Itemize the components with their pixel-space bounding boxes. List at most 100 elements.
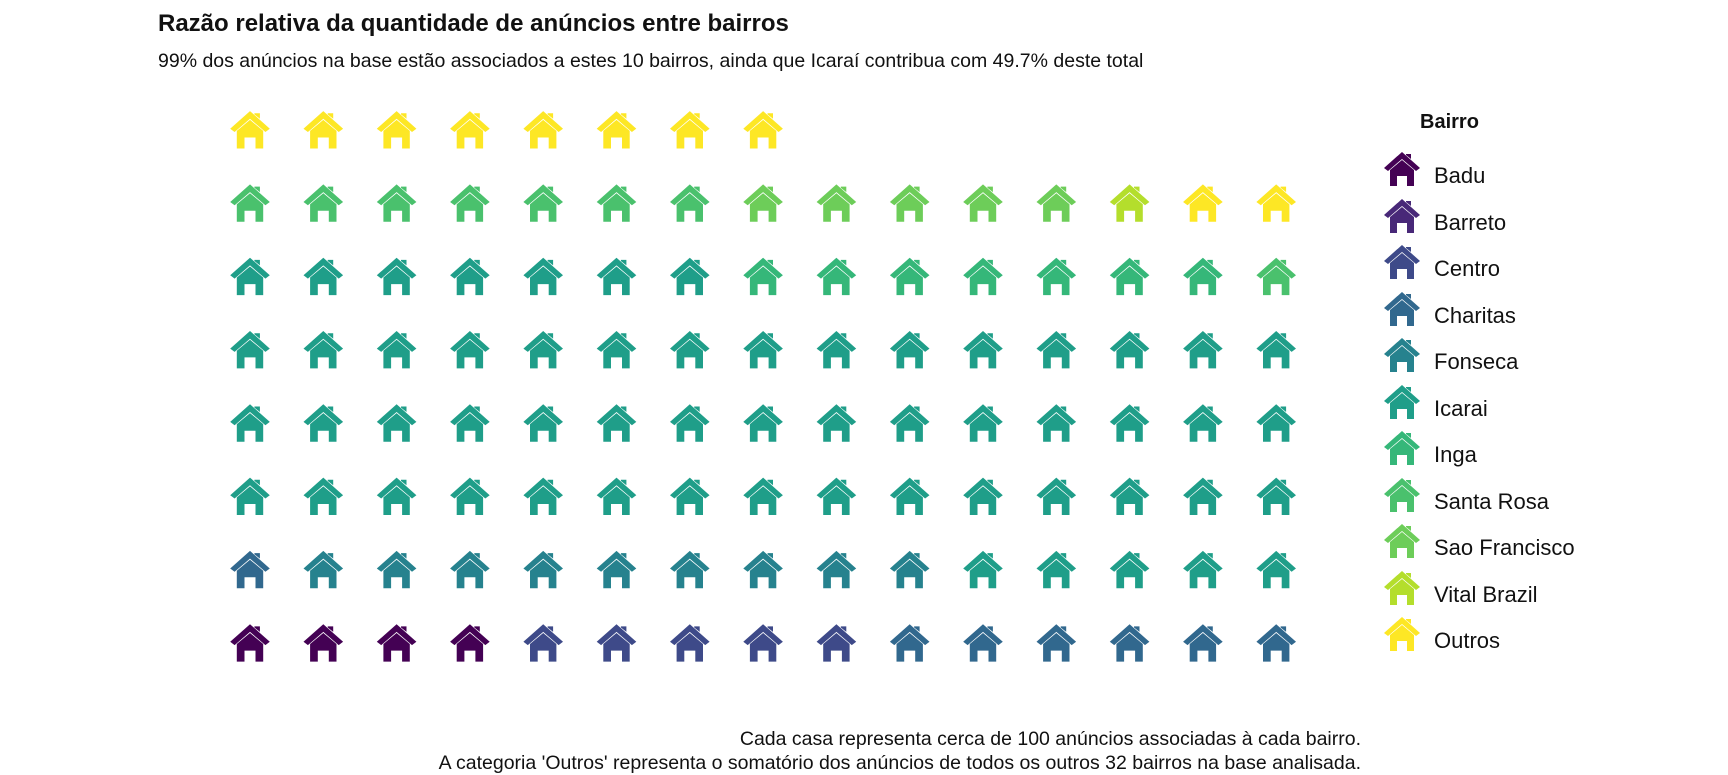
house-icarai-5 (1256, 550, 1296, 589)
house-icarai-27 (670, 404, 710, 442)
legend-item-fonseca: Fonseca (1382, 336, 1682, 376)
house-outros-2 (1256, 184, 1296, 222)
legend-label: Icarai (1434, 395, 1488, 421)
legend-label: Vital Brazil (1434, 581, 1538, 607)
house-fonseca-1 (303, 550, 344, 589)
house-fonseca-4 (523, 550, 563, 589)
house-icarai-44 (816, 331, 857, 369)
house-icon (1384, 384, 1420, 419)
house-icarai-38 (376, 331, 417, 369)
house-icarai-53 (376, 257, 417, 296)
house-sao-francisco-2 (816, 184, 857, 222)
legend-label: Outros (1434, 628, 1501, 653)
house-icarai-9 (450, 477, 490, 515)
house-icarai-54 (450, 257, 490, 296)
house-icarai-47 (1036, 331, 1077, 369)
house-santa-rosa-7 (596, 184, 637, 222)
house-fonseca-2 (376, 550, 417, 589)
house-icarai-2 (1036, 550, 1077, 589)
legend-item-santa-rosa: Santa Rosa (1382, 476, 1682, 516)
house-charitas-6 (1256, 624, 1296, 662)
house-icon (1384, 291, 1420, 326)
caption-line-2: A categoria 'Outros' representa o somató… (438, 752, 1361, 774)
house-icarai-8 (376, 477, 417, 515)
house-badu-2 (303, 624, 344, 662)
house-icarai-39 (450, 331, 490, 369)
house-charitas-2 (963, 624, 1003, 662)
house-icarai-55 (523, 257, 563, 296)
legend-label: Sao Francisco (1434, 535, 1575, 560)
chart-subtitle: 99% dos anúncios na base estão associado… (158, 50, 1144, 72)
house-icarai-4 (1183, 550, 1223, 589)
house-santa-rosa-1 (1256, 257, 1296, 296)
house-icarai-35 (1256, 404, 1296, 442)
legend-label: Fonseca (1434, 349, 1519, 374)
house-fonseca-5 (596, 550, 637, 589)
house-outros-9 (670, 111, 710, 149)
legend-item-inga: Inga (1382, 429, 1682, 469)
house-icarai-33 (1109, 404, 1150, 442)
house-charitas-5 (1183, 624, 1223, 662)
house-icarai-43 (743, 331, 783, 369)
house-centro-2 (596, 624, 637, 662)
house-icarai-32 (1036, 404, 1077, 442)
house-icarai-11 (596, 477, 637, 515)
house-icarai-28 (743, 404, 783, 442)
house-icarai-26 (596, 404, 637, 442)
house-icarai-15 (889, 477, 930, 515)
house-icarai-23 (376, 404, 417, 442)
house-icarai-45 (889, 331, 930, 369)
house-icarai-20 (1256, 477, 1296, 515)
chart-title: Razão relativa da quantidade de anúncios… (158, 10, 789, 37)
house-icarai-1 (963, 550, 1003, 589)
house-icon (1384, 152, 1420, 186)
house-icarai-48 (1109, 331, 1150, 369)
house-santa-rosa-3 (303, 184, 344, 222)
legend-item-barreto: Barreto (1382, 197, 1682, 237)
house-icarai-17 (1036, 477, 1077, 515)
house-sao-francisco-1 (743, 184, 783, 222)
house-icarai-42 (670, 331, 710, 369)
house-santa-rosa-6 (523, 184, 563, 222)
house-icarai-7 (303, 477, 344, 515)
house-icarai-18 (1109, 477, 1150, 515)
legend-label: Santa Rosa (1434, 488, 1549, 514)
house-icarai-41 (596, 331, 637, 369)
house-icarai-21 (230, 404, 270, 442)
legend-label: Inga (1434, 442, 1477, 467)
legend-label: Charitas (1434, 302, 1516, 328)
legend-item-badu: Badu (1382, 150, 1682, 190)
house-santa-rosa-8 (670, 184, 710, 222)
house-outros-4 (303, 111, 344, 149)
waffle-chart (230, 111, 1296, 662)
house-sao-francisco-3 (889, 184, 930, 222)
house-charitas-1 (889, 624, 930, 662)
house-charitas-7 (230, 550, 270, 589)
house-fonseca-3 (450, 550, 490, 589)
house-icarai-46 (963, 331, 1003, 369)
house-outros-1 (1183, 184, 1223, 222)
legend-label: Barreto (1434, 209, 1507, 235)
house-icon (1384, 338, 1420, 372)
legend-item-centro: Centro (1382, 243, 1682, 283)
house-fonseca-6 (670, 550, 710, 589)
house-centro-4 (743, 624, 783, 662)
house-icarai-10 (523, 477, 563, 515)
legend-item-vital-brazil: Vital Brazil (1382, 569, 1682, 609)
house-icarai-36 (230, 331, 270, 369)
house-icarai-19 (1183, 477, 1223, 515)
house-icon (1384, 477, 1420, 512)
house-icon (1384, 570, 1420, 605)
house-inga-4 (963, 257, 1003, 296)
house-vital-brazil-1 (1109, 184, 1150, 222)
house-outros-5 (376, 111, 417, 149)
house-inga-3 (889, 257, 930, 296)
house-santa-rosa-2 (230, 184, 270, 222)
house-outros-6 (450, 111, 490, 149)
house-badu-4 (450, 624, 490, 662)
house-fonseca-9 (889, 550, 930, 589)
legend-item-icarai: Icarai (1382, 383, 1682, 423)
house-santa-rosa-5 (450, 184, 490, 222)
house-badu-3 (376, 624, 417, 662)
house-outros-3 (230, 111, 270, 149)
